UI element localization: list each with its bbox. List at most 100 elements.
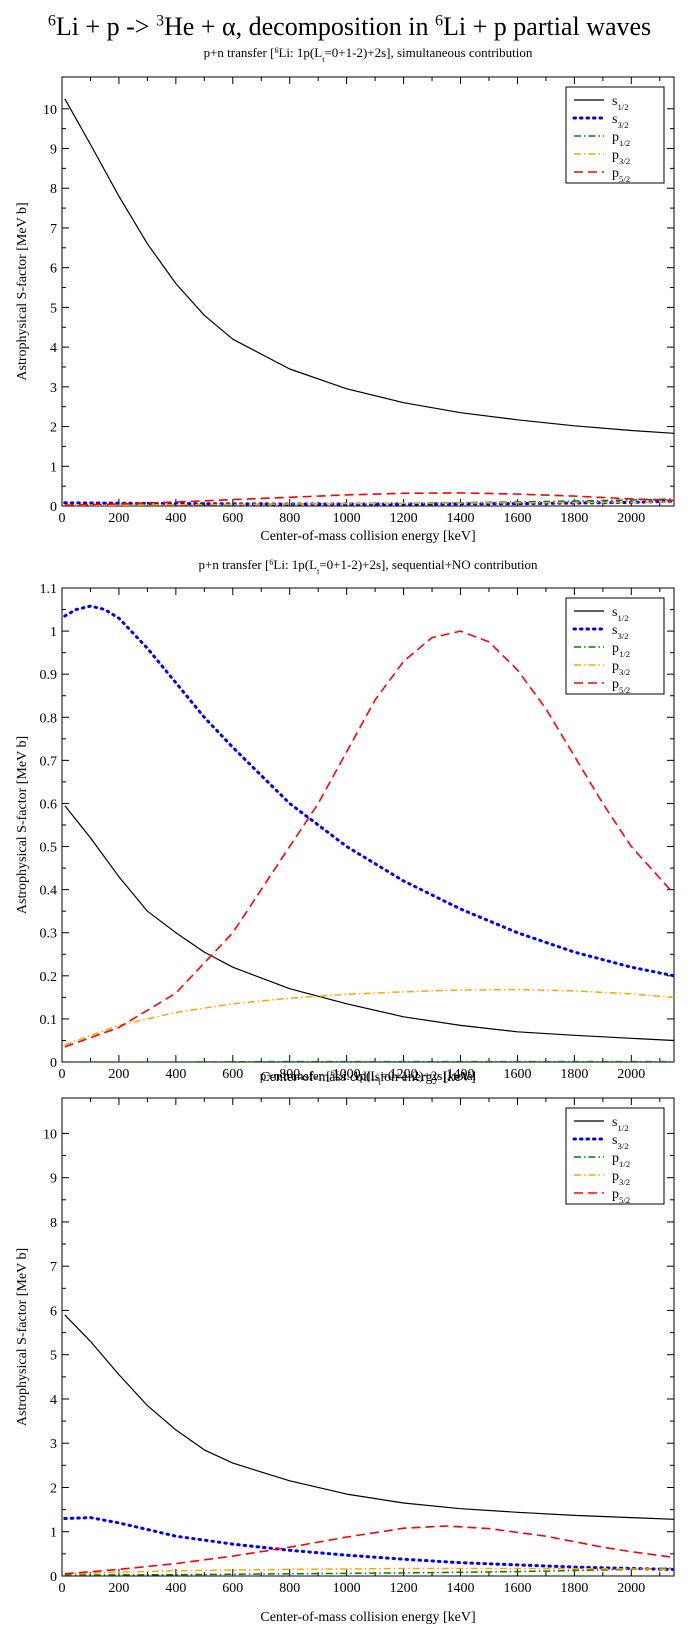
y-tick-label: 0.5 (40, 841, 58, 856)
x-axis-label: Center-of-mass collision energy [keV] (260, 1070, 475, 1085)
x-tick-label: 200 (108, 1581, 129, 1596)
plot-frame (61, 1097, 675, 1577)
legend-label-p5-2: p5/2 (612, 677, 630, 695)
series-line-s1-2 (64, 1314, 674, 1520)
y-tick-label: 7 (50, 222, 57, 237)
y-tick-label: 0.9 (40, 668, 58, 683)
x-tick-label: 600 (222, 511, 243, 526)
x-tick-label: 400 (165, 1067, 186, 1082)
x-tick-label: 1200 (390, 1581, 418, 1596)
x-tick-label: 1400 (447, 1067, 475, 1082)
x-tick-label: 0 (59, 511, 66, 526)
x-tick-label: 1000 (333, 511, 361, 526)
series-line-p5-2 (64, 1525, 674, 1575)
legend-label-p3-2: p3/2 (612, 659, 630, 677)
x-tick-label: 1600 (503, 511, 531, 526)
series-line-p3-2 (64, 988, 674, 1046)
y-tick-label: 10 (43, 1127, 57, 1142)
y-tick-label: 8 (50, 182, 57, 197)
x-tick-label: 1800 (560, 1581, 588, 1596)
legend-label-p3-2: p3/2 (612, 148, 630, 166)
legend-label-s1-2: s1/2 (612, 94, 629, 112)
x-tick-label: 1000 (333, 1581, 361, 1596)
y-tick-label: 9 (50, 1172, 57, 1187)
x-tick-label: 1400 (447, 1581, 475, 1596)
y-tick-label: 0 (50, 1056, 57, 1071)
legend-label-p1-2: p1/2 (612, 130, 630, 148)
x-tick-label: 2000 (617, 1581, 645, 1596)
y-tick-label: 0.4 (40, 884, 58, 899)
y-axis-label: Astrophysical S-factor [MeV b] (15, 202, 30, 380)
y-tick-label: 5 (50, 301, 57, 316)
y-tick-label: 0.3 (40, 927, 58, 942)
x-tick-label: 1600 (503, 1067, 531, 1082)
y-axis-label: Astrophysical S-factor [MeV b] (15, 1248, 30, 1426)
chart-sequential: p+n transfer [6Li: 1p(Lt=0+1-2)+2s], seq… (15, 557, 675, 1085)
y-axis-label: Astrophysical S-factor [MeV b] (15, 736, 30, 914)
legend-label-p1-2: p1/2 (612, 641, 630, 659)
y-tick-label: 8 (50, 1216, 57, 1231)
chart-subtitle: p+n transfer [6Li: 1p(Lt=0+1-2)+2s], tot… (260, 1068, 477, 1085)
x-tick-label: 0 (59, 1581, 66, 1596)
legend-label-s1-2: s1/2 (612, 1115, 629, 1133)
y-tick-label: 1 (50, 625, 57, 640)
x-tick-label: 400 (165, 1581, 186, 1596)
x-tick-label: 1200 (390, 1067, 418, 1082)
series-line-s3-2 (63, 604, 674, 978)
y-tick-label: 0.1 (40, 1013, 58, 1028)
y-tick-label: 2 (50, 1481, 57, 1496)
x-axis-label: Center-of-mass collision energy [keV] (260, 1610, 475, 1625)
y-tick-label: 1 (50, 460, 57, 475)
y-tick-label: 1.1 (40, 582, 58, 597)
series-line-p5-2 (64, 630, 674, 1048)
plot-frame (61, 76, 675, 507)
x-tick-label: 1800 (560, 1067, 588, 1082)
x-tick-label: 800 (279, 511, 300, 526)
main-title: 6Li + p -> 3He + α, decomposition in 6Li… (47, 12, 652, 41)
y-tick-label: 5 (50, 1349, 57, 1364)
chart-total: 0 200 400 600 800 1000 1200 1400 1600 1800 2000 0 1 2… (15, 1097, 675, 1625)
x-tick-label: 1000 (333, 1067, 361, 1082)
y-tick-label: 9 (50, 143, 57, 158)
legend-box (565, 86, 665, 184)
legend-label-p3-2: p3/2 (612, 1169, 630, 1187)
x-tick-label: 0 (59, 1067, 66, 1082)
x-tick-label: 2000 (617, 511, 645, 526)
y-tick-label: 0.7 (40, 754, 58, 769)
series-line-s1-2 (64, 98, 674, 434)
y-tick-label: 3 (50, 1437, 57, 1452)
y-tick-label: 10 (43, 103, 57, 118)
x-tick-label: 1600 (503, 1581, 531, 1596)
y-tick-label: 3 (50, 381, 57, 396)
legend-label-s3-2: s3/2 (612, 112, 629, 130)
y-tick-label: 4 (50, 341, 57, 356)
x-axis-label: Center-of-mass collision energy [keV] (260, 529, 475, 544)
chart-subtitle: p+n transfer [6Li: 1p(Lt=0+1-2)+2s], sim… (204, 45, 533, 64)
x-tick-label: 600 (222, 1067, 243, 1082)
legend-box (565, 1107, 665, 1205)
legend-label-p5-2: p5/2 (612, 166, 630, 184)
x-tick-label: 200 (108, 1067, 129, 1082)
y-tick-label: 6 (50, 262, 57, 277)
legend-label-s3-2: s3/2 (612, 623, 629, 641)
series-line-s1-2 (64, 805, 674, 1042)
chart-subtitle: p+n transfer [6Li: 1p(Lt=0+1-2)+2s], seq… (198, 557, 538, 576)
y-tick-label: 4 (50, 1393, 57, 1408)
x-tick-label: 800 (279, 1581, 300, 1596)
x-tick-label: 600 (222, 1581, 243, 1596)
y-tick-label: 6 (50, 1304, 57, 1319)
series-line-p3-2 (64, 501, 674, 506)
series-line-s3-2 (63, 1516, 674, 1571)
legend-label-s3-2: s3/2 (612, 1133, 629, 1151)
x-tick-label: 1200 (390, 511, 418, 526)
x-tick-label: 2000 (617, 1067, 645, 1082)
x-tick-label: 1400 (447, 511, 475, 526)
y-tick-label: 0 (50, 500, 57, 515)
legend-label-s1-2: s1/2 (612, 605, 629, 623)
x-tick-label: 800 (279, 1067, 300, 1082)
y-tick-label: 0.2 (40, 970, 58, 985)
legend-label-p1-2: p1/2 (612, 1151, 630, 1169)
series-line-p3-2 (64, 1567, 674, 1575)
x-tick-label: 1800 (560, 511, 588, 526)
y-tick-label: 7 (50, 1260, 57, 1275)
